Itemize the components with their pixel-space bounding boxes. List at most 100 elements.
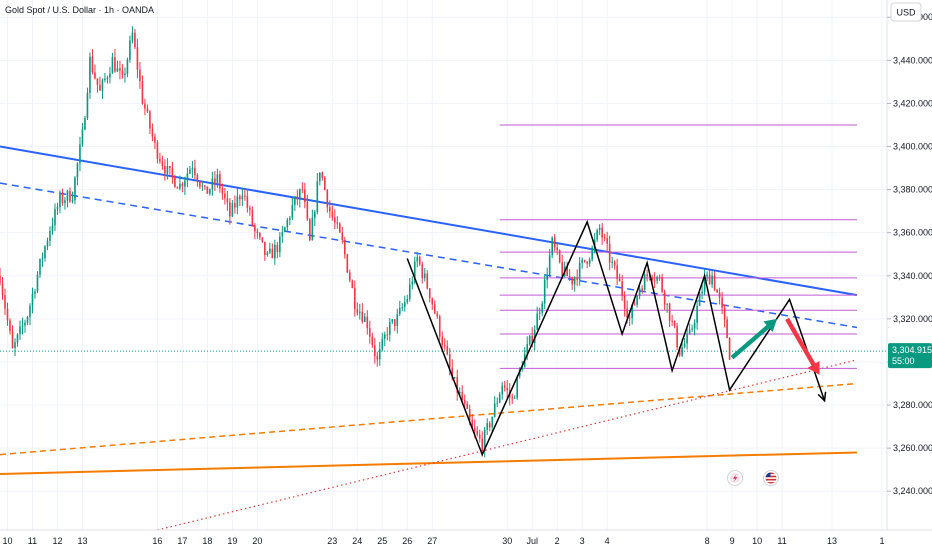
candle-body	[316, 181, 319, 213]
candle-body	[144, 103, 146, 109]
candle-body	[411, 281, 414, 285]
candle-body	[343, 240, 346, 255]
candle-body	[521, 367, 524, 370]
candle-body	[31, 293, 34, 306]
candle-body	[638, 288, 641, 296]
candle-body	[266, 252, 269, 255]
candle-body	[119, 68, 121, 71]
candle-body	[299, 189, 301, 200]
candle-body	[501, 385, 504, 395]
candle-body	[361, 311, 364, 322]
candle-body	[368, 328, 371, 337]
candle-body	[264, 241, 266, 255]
us-flag-event-icon[interactable]	[763, 470, 779, 486]
candle-body	[291, 204, 294, 218]
candle-body	[204, 185, 206, 187]
price-tick-label: 3,280.000	[893, 400, 932, 410]
time-tick-label: 30	[502, 536, 512, 546]
candle-body	[721, 297, 723, 308]
candle-body	[331, 211, 334, 218]
candle-body	[11, 331, 14, 349]
candle-body	[586, 261, 588, 264]
candle-body	[301, 189, 304, 191]
candle-body	[516, 376, 519, 398]
candle-body	[401, 307, 404, 309]
candle-body	[536, 313, 539, 330]
candle-body	[189, 169, 191, 174]
candle-body	[181, 183, 184, 187]
candle-body	[573, 277, 576, 285]
candle-body	[473, 427, 476, 432]
candle-body	[723, 307, 726, 320]
candle-body	[478, 434, 481, 439]
candle-body	[284, 227, 286, 232]
currency-label: USD	[896, 8, 916, 18]
candle-body	[388, 322, 391, 335]
candle-body	[671, 320, 673, 322]
candle-body	[211, 178, 214, 190]
blue-resistance-line	[0, 145, 858, 297]
candle-body	[668, 303, 671, 321]
candle-body	[46, 240, 49, 247]
candle-body	[511, 396, 514, 399]
currency-button[interactable]: USD	[890, 2, 922, 22]
chart-title: Gold Spot / U.S. Dollar · 1h · OANDA	[5, 5, 154, 15]
time-tick-label: 13	[77, 536, 87, 546]
candle-body	[448, 354, 451, 368]
candle-body	[626, 308, 628, 318]
time-tick-label: 11	[28, 536, 37, 546]
candle-body	[366, 316, 369, 329]
candle-body	[643, 274, 646, 291]
time-tick-label: 17	[177, 536, 187, 546]
candle-body	[34, 291, 36, 294]
candle-body	[693, 322, 696, 329]
candle-body	[114, 57, 116, 72]
orange-support-line	[0, 451, 858, 475]
zigzag-arrowhead	[817, 391, 827, 403]
candle-body	[314, 212, 316, 218]
candle-body	[311, 217, 314, 241]
orange-dashed-line	[0, 382, 858, 456]
candle-body	[458, 391, 461, 393]
candle-body	[728, 337, 731, 360]
candle-body	[44, 246, 46, 259]
candle-body	[568, 276, 571, 278]
candle-body	[531, 335, 534, 344]
candle-body	[398, 307, 401, 315]
candle-body	[99, 84, 101, 91]
candle-body	[446, 346, 449, 355]
candle-body	[19, 326, 21, 335]
candle-body	[386, 334, 389, 336]
candle-body	[656, 277, 658, 281]
candle-body	[496, 402, 499, 404]
candle-body	[706, 274, 708, 277]
candle-body	[418, 257, 421, 265]
candle-body	[396, 314, 399, 327]
candle-body	[686, 333, 688, 344]
candle-body	[61, 193, 64, 203]
candle-body	[498, 394, 501, 403]
candle-body	[296, 196, 299, 200]
candle-countdown: 55:00	[892, 356, 915, 366]
time-scale[interactable]: 10 11 12 13 16 17 18 19 20 23 24 25 26 27 30 Jul 2 3 4 8 9 10…	[2, 536, 884, 546]
candle-body	[229, 202, 231, 217]
flash-event-icon[interactable]	[727, 470, 743, 486]
candle-body	[528, 335, 531, 345]
candle-body	[488, 423, 491, 428]
candle-body	[628, 317, 631, 319]
candle-body	[56, 207, 59, 209]
candle-body	[408, 284, 411, 300]
time-tick-label: 24	[352, 536, 362, 546]
candle-body	[239, 196, 241, 200]
candle-body	[673, 320, 676, 327]
candle-body	[289, 217, 291, 220]
candle-body	[346, 254, 349, 273]
candle-body	[393, 319, 396, 327]
time-tick-label: Jul	[526, 536, 538, 546]
candle-body	[348, 272, 351, 281]
candle-body	[543, 279, 546, 304]
candle-body	[124, 73, 126, 76]
